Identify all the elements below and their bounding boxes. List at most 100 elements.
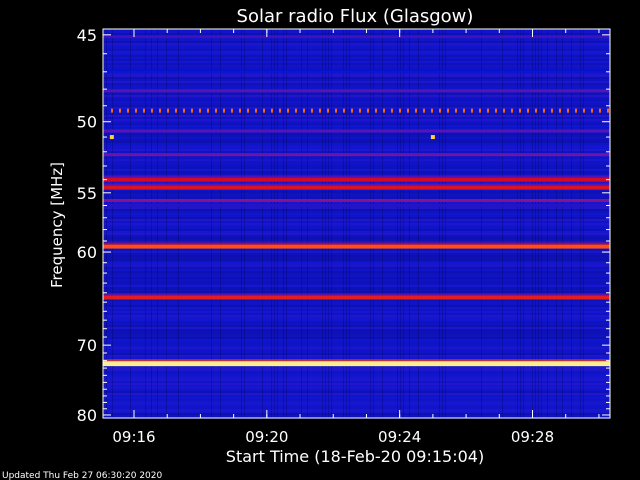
y-tick-label: 80 [77, 406, 97, 425]
texture-column [151, 29, 152, 418]
texture-row [103, 369, 610, 371]
texture-row [103, 225, 610, 227]
texture-row [103, 411, 610, 413]
band-dot [471, 108, 473, 113]
texture-row [103, 125, 610, 127]
band-dot [183, 108, 185, 113]
texture-row [103, 355, 610, 357]
texture-row [103, 163, 610, 165]
texture-row [103, 303, 610, 305]
frequency-band [103, 295, 610, 300]
texture-column [382, 29, 383, 418]
band-dot [223, 108, 225, 113]
texture-row [103, 305, 610, 307]
texture-row [103, 385, 610, 387]
plot-frame [102, 28, 611, 419]
texture-row [103, 113, 610, 115]
texture-row [103, 299, 610, 301]
texture-row [103, 213, 610, 215]
texture-row [103, 353, 610, 355]
band-dot [447, 108, 449, 113]
texture-column [322, 29, 323, 418]
texture-row [103, 67, 610, 69]
texture-row [103, 165, 610, 167]
texture-row [103, 189, 610, 191]
texture-row [103, 69, 610, 71]
texture-row [103, 45, 610, 47]
texture-column [271, 29, 272, 418]
frequency-band [103, 244, 610, 249]
texture-row [103, 141, 610, 143]
band-dot [383, 108, 385, 113]
texture-column [178, 29, 179, 418]
texture-row [103, 105, 610, 107]
band-dot [167, 108, 169, 113]
texture-row [103, 99, 610, 101]
band-dot [279, 108, 281, 113]
band-dot [319, 108, 321, 113]
texture-row [103, 85, 610, 87]
frequency-band [103, 361, 610, 367]
texture-column [274, 29, 275, 418]
texture-row [103, 191, 610, 193]
texture-row [103, 171, 610, 173]
texture-row [103, 233, 610, 235]
texture-column [403, 29, 404, 418]
texture-row [103, 403, 610, 405]
texture-row [103, 223, 610, 225]
texture-row [103, 387, 610, 389]
texture-row [103, 333, 610, 335]
band-dot [255, 108, 257, 113]
texture-row [103, 273, 610, 275]
texture-row [103, 291, 610, 293]
texture-row [103, 261, 610, 263]
band-halo [103, 293, 610, 296]
frequency-band [103, 89, 610, 93]
band-dot [399, 108, 401, 113]
texture-row [103, 159, 610, 161]
texture-column [307, 29, 308, 418]
texture-row [103, 399, 610, 401]
texture-row [103, 379, 610, 381]
texture-row [103, 49, 610, 51]
texture-row [103, 311, 610, 313]
band-dot [487, 108, 489, 113]
texture-row [103, 259, 610, 261]
band-dot [391, 108, 393, 113]
band-dot [311, 108, 313, 113]
texture-row [103, 281, 610, 283]
texture-row [103, 315, 610, 317]
band-dot [111, 108, 113, 113]
texture-row [103, 405, 610, 407]
band-dot [407, 108, 409, 113]
texture-row [103, 29, 610, 31]
texture-row [103, 87, 610, 89]
texture-column [331, 29, 332, 418]
texture-column [301, 29, 302, 418]
texture-row [103, 351, 610, 353]
texture-column [400, 29, 401, 418]
texture-column [502, 29, 503, 418]
y-tick-label: 45 [77, 26, 97, 45]
texture-row [103, 39, 610, 41]
texture-row [103, 389, 610, 391]
band-dot [551, 108, 553, 113]
band-dot [151, 108, 153, 113]
texture-column [343, 29, 344, 418]
texture-row [103, 79, 610, 81]
texture-row [103, 317, 610, 319]
texture-column [328, 29, 329, 418]
texture-row [103, 145, 610, 147]
texture-row [103, 161, 610, 163]
texture-column [145, 29, 146, 418]
band-dot [303, 108, 305, 113]
band-halo [103, 183, 610, 186]
texture-row [103, 119, 610, 121]
band-dot [127, 108, 129, 113]
band-dot [287, 108, 289, 113]
y-tick-label: 55 [77, 184, 97, 203]
texture-row [103, 289, 610, 291]
y-axis-label: Frequency [MHz] [48, 162, 66, 288]
texture-row [103, 373, 610, 375]
texture-row [103, 241, 610, 243]
